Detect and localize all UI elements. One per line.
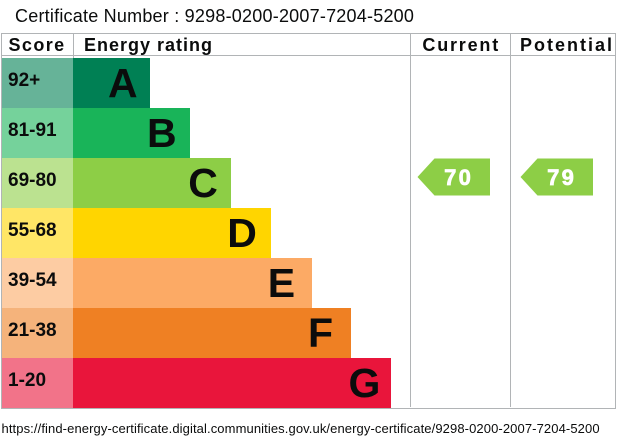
svg-text:70: 70 (444, 165, 473, 190)
svg-text:79: 79 (547, 165, 576, 190)
